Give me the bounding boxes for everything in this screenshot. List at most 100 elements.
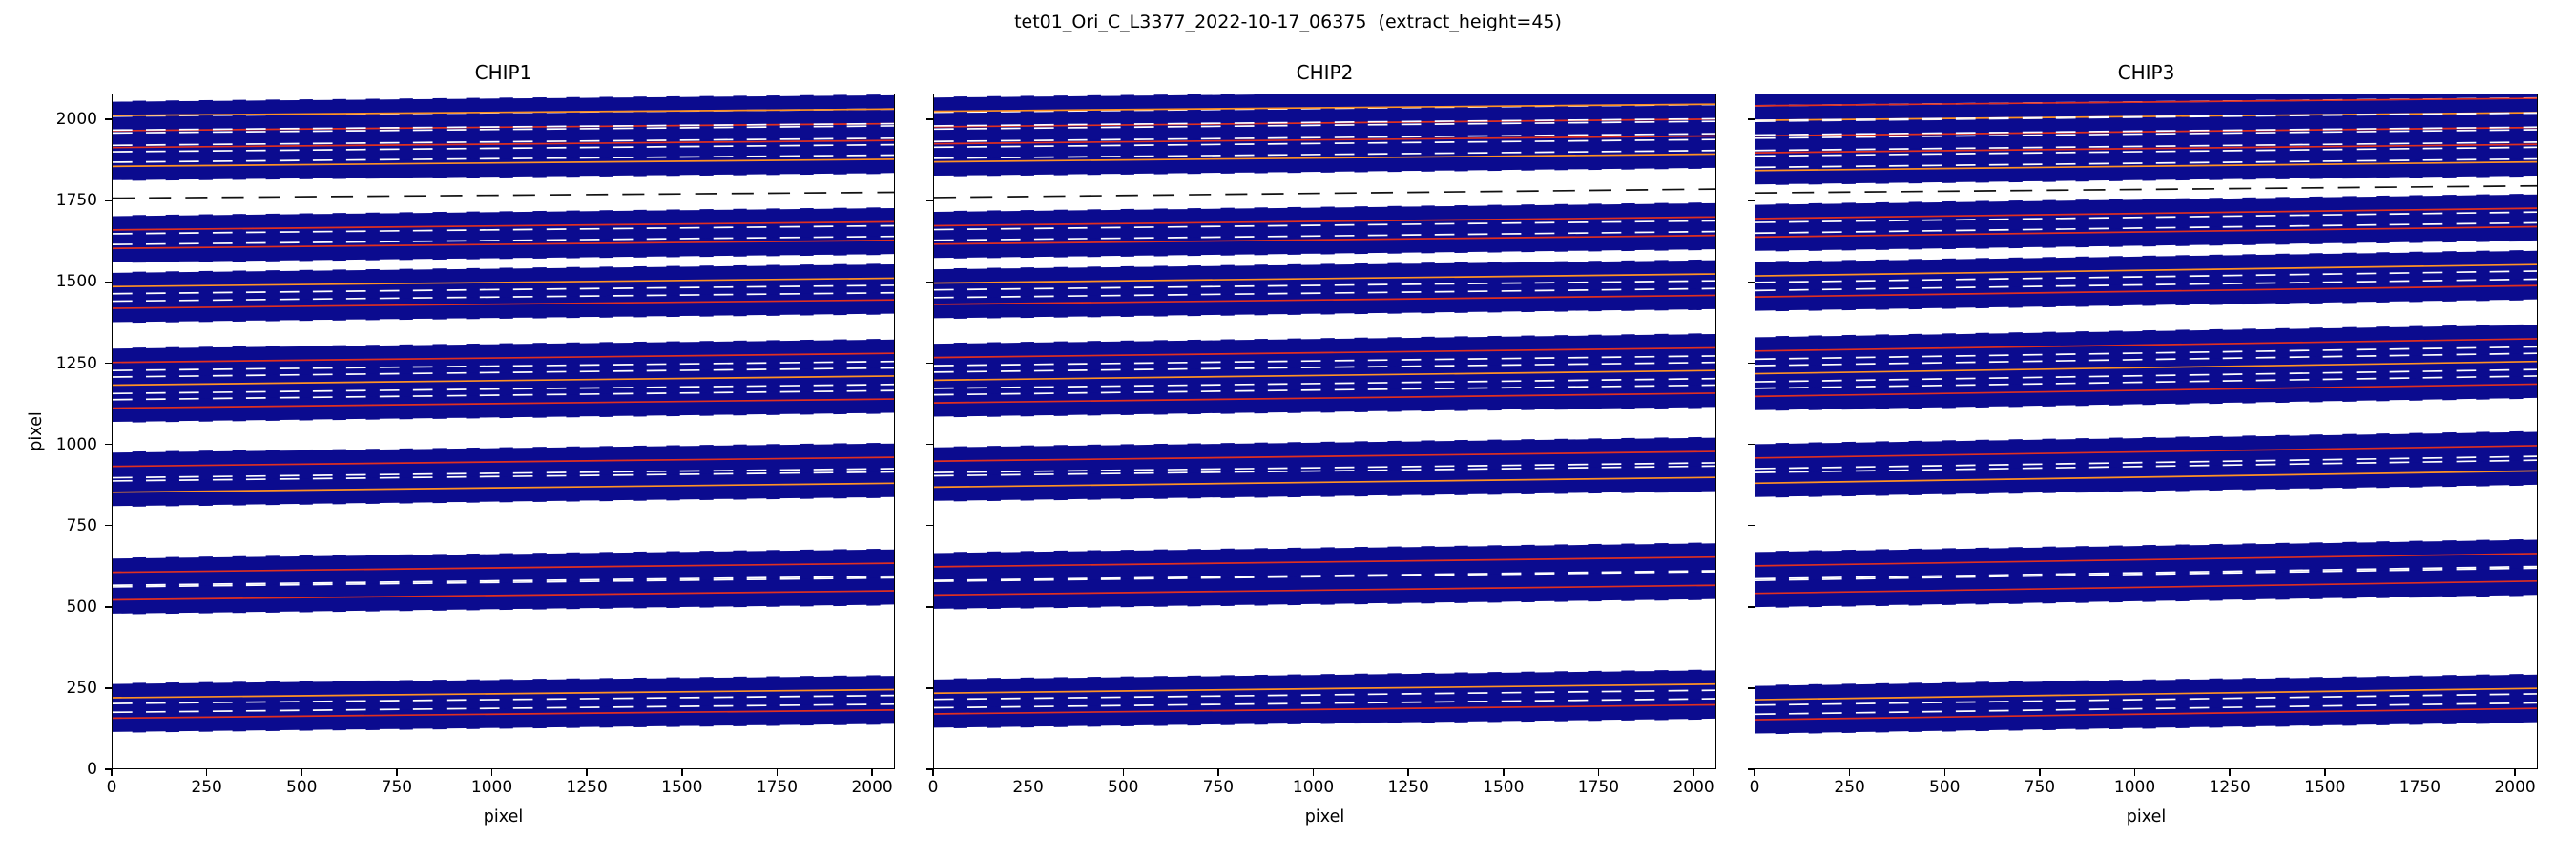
y-tick xyxy=(926,524,933,527)
aperture-edge-dash xyxy=(1755,157,2537,169)
aperture-edge-dash xyxy=(1755,278,2537,292)
x-tick xyxy=(1754,769,1755,776)
y-tick xyxy=(105,524,112,527)
order-trace-line xyxy=(113,375,894,387)
x-tick-label: 1500 xyxy=(1483,778,1525,797)
x-tick-label: 1250 xyxy=(1387,778,1429,797)
order-trace-line xyxy=(934,153,1715,163)
aperture-edge-dash xyxy=(113,442,894,453)
x-axis-label-chip1: pixel xyxy=(483,807,524,827)
x-tick xyxy=(932,769,934,776)
x-tick-label: 500 xyxy=(1108,778,1139,797)
y-tick-label: 250 xyxy=(66,678,97,698)
aperture-edge-dash xyxy=(934,149,1715,159)
order-trace-line xyxy=(934,135,1715,145)
order-trace-line xyxy=(934,682,1715,695)
y-tick xyxy=(926,606,933,608)
aperture-edge-dash xyxy=(1755,221,2537,235)
aperture-edge-dash xyxy=(113,122,894,132)
aperture-edge-dash xyxy=(1755,299,2537,313)
order-trace-line xyxy=(113,398,894,409)
y-tick xyxy=(105,362,112,365)
aperture-edge-dash xyxy=(113,468,894,479)
aperture-edge-dash xyxy=(934,117,1715,127)
aperture-edge-dash xyxy=(1755,323,2537,338)
x-tick-label: 500 xyxy=(286,778,318,797)
order-trace-line xyxy=(113,220,894,231)
aperture-edge-dash xyxy=(113,284,894,295)
x-tick xyxy=(205,769,208,776)
aperture-edge-dash xyxy=(113,702,894,714)
y-tick xyxy=(1748,606,1755,608)
order-trace-line xyxy=(934,294,1715,305)
order-trace-line xyxy=(1755,160,2537,172)
y-tick-label: 1750 xyxy=(55,191,97,211)
x-tick-label: 750 xyxy=(1202,778,1235,797)
aperture-edge-dash xyxy=(934,668,1715,680)
x-tick xyxy=(2133,769,2136,776)
x-tick xyxy=(2324,769,2326,776)
order-trace-line xyxy=(1755,579,2537,595)
order-trace-line xyxy=(934,216,1715,227)
aperture-edge-dash xyxy=(934,355,1715,367)
aperture-edge-dash xyxy=(934,718,1715,730)
x-tick xyxy=(586,769,588,776)
aperture-edge-dash xyxy=(934,258,1715,270)
aperture-edge-dash xyxy=(934,491,1715,503)
x-tick-label: 250 xyxy=(1012,778,1044,797)
order-trace-line xyxy=(1755,225,2537,239)
y-tick xyxy=(1748,443,1755,446)
order-trace-line xyxy=(113,299,894,309)
x-tick xyxy=(1943,769,1946,776)
x-tick xyxy=(1027,769,1029,776)
aperture-edge-dash xyxy=(1755,352,2537,367)
aperture-edge-dash xyxy=(934,120,1715,131)
aperture-edge-dash xyxy=(934,220,1715,231)
y-tick xyxy=(926,687,933,689)
order-trace-line xyxy=(1755,553,2537,567)
order-trace-line xyxy=(934,476,1715,489)
aperture-edge-dash xyxy=(1755,537,2537,553)
aperture-edge-dash xyxy=(934,571,1715,583)
order-trace-line xyxy=(1755,445,2537,459)
x-tick-label: 1000 xyxy=(470,778,513,797)
order-traces-svg-chip2 xyxy=(934,94,1715,730)
x-tick-label: 1000 xyxy=(2113,778,2156,797)
y-tick xyxy=(105,606,112,608)
aperture-edge-dash xyxy=(113,576,894,588)
order-trace-line xyxy=(934,555,1715,568)
aperture-edge-dash xyxy=(113,471,894,482)
x-tick xyxy=(1312,769,1315,776)
aperture-edge-dash xyxy=(1755,722,2537,736)
y-tick xyxy=(1748,687,1755,689)
aperture-edge-dash xyxy=(113,389,894,401)
y-tick xyxy=(1748,281,1755,283)
aperture-edge-dash xyxy=(1755,455,2537,470)
x-tick-label: 1750 xyxy=(756,778,799,797)
y-tick xyxy=(1748,768,1755,770)
panel-title-chip3: CHIP3 xyxy=(2117,61,2175,84)
x-axis-label-chip2: pixel xyxy=(1304,807,1345,827)
x-tick-label: 2000 xyxy=(2494,778,2536,797)
order-trace-line xyxy=(113,562,894,574)
order-trace-line xyxy=(113,108,894,116)
x-tick-label: 2000 xyxy=(851,778,893,797)
aperture-edge-dash xyxy=(934,280,1715,291)
aperture-edge-dash xyxy=(1755,565,2537,580)
aperture-edge-dash xyxy=(934,435,1715,448)
rejected-order-dash xyxy=(934,188,1715,199)
aperture-edge-dash xyxy=(113,143,894,153)
aperture-edge-dash xyxy=(934,377,1715,389)
aperture-edge-dash xyxy=(1755,459,2537,473)
aperture-edge-dash xyxy=(1755,270,2537,283)
order-trace-line xyxy=(934,584,1715,597)
aperture-edge-dash xyxy=(113,206,894,217)
x-tick-label: 1750 xyxy=(2399,778,2441,797)
order-trace-line xyxy=(1755,338,2537,352)
aperture-edge-dash xyxy=(934,287,1715,299)
y-tick-label: 750 xyxy=(66,515,97,535)
plot-area-chip2 xyxy=(933,94,1716,769)
y-tick xyxy=(105,281,112,283)
aperture-edge-dash xyxy=(934,462,1715,473)
panel-title-chip2: CHIP2 xyxy=(1296,61,1354,84)
